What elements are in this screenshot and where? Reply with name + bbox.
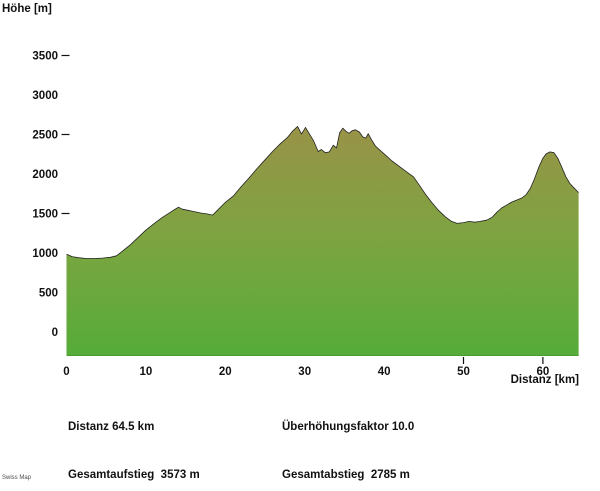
x-axis-title: Distanz [km] [510,374,579,386]
y-axis-title: Höhe [m] [2,3,52,15]
x-axis-tick-label: 20 [219,366,232,378]
y-axis-tick-label: 3500 [32,51,58,63]
x-axis-tick-label: 30 [298,366,311,378]
x-axis-tick-label: 50 [457,366,470,378]
elevation-outline [66,126,579,259]
y-axis-tick-label: 1500 [32,209,58,221]
stat-gesamtaufstieg: Gesamtaufstieg 3573 m [68,469,200,481]
y-axis-tick-label: 2500 [32,130,58,142]
stats-left-column: Distanz 64.5 km Gesamtaufstieg 3573 m Ma… [68,387,217,491]
stat-distanz: Distanz 64.5 km [68,421,155,433]
y-axis-tick-label: 0 [52,327,58,339]
stat-gesamtabstieg: Gesamtabstieg 2785 m [282,469,410,481]
elevation-area [66,126,579,357]
x-axis-tick-label: 40 [378,366,391,378]
x-axis-tick-label: 10 [140,366,153,378]
elevation-profile-chart: 0 500 1000 1500 2000 2500 3000 3500 0 10 20 30 40 50 6… [32,51,579,378]
stat-ueberhoehungsfaktor: Überhöhungsfaktor 10.0 [282,421,415,433]
y-axis-tick-label: 3000 [32,90,58,102]
stats-right-column: Überhöhungsfaktor 10.0 Gesamtabstieg 278… [282,387,451,491]
y-axis-tick-label: 1000 [32,248,58,260]
y-axis-tick-label: 500 [39,288,58,300]
y-axis-tick-label: 2000 [32,169,58,181]
copyright-line-1: Swiss Map [2,475,32,481]
x-axis-tick-label: 0 [63,366,69,378]
x-axis-tick-label: 60 [537,366,550,378]
copyright-notice: Swiss Map © 2005, Bundesamt für Landesto… [2,461,190,491]
